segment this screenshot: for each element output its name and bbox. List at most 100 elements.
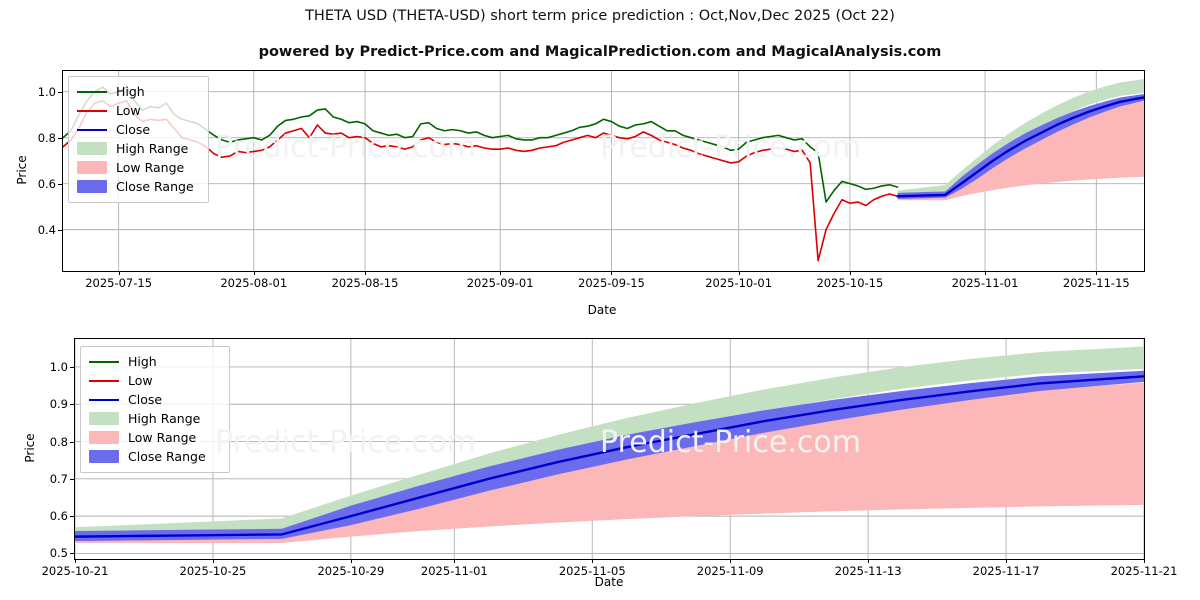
legend-label: Low (128, 373, 153, 388)
legend-swatch-low-range-icon (77, 161, 107, 174)
x-tick-mark (454, 559, 456, 563)
y-tick-mark (70, 516, 74, 518)
x-tick-mark (75, 559, 76, 563)
legend-swatch-low-icon (77, 104, 107, 117)
y-tick-mark (58, 91, 62, 93)
legend-label: High Range (128, 411, 201, 426)
x-tick-mark (985, 271, 987, 275)
overview-legend-item: Low (77, 101, 200, 120)
x-tick-label: 2025-08-01 (220, 276, 288, 290)
x-tick-mark (849, 271, 851, 275)
forecast-plot-area (74, 338, 1145, 560)
x-tick-mark (730, 559, 732, 563)
x-tick-mark (253, 271, 255, 275)
legend-label: Low Range (128, 430, 197, 445)
legend-swatch-close-range-icon (89, 450, 119, 463)
page-title: THETA USD (THETA-USD) short term price p… (305, 8, 895, 24)
overview-x-axis-label: Date (587, 303, 617, 317)
overview-y-axis-label: Price (15, 155, 29, 185)
forecast-chart-panel: Price Date 0.5 0.6 0.7 0.8 0.9 1.0 2025-10-21… (0, 320, 1200, 600)
x-tick-mark (500, 271, 502, 275)
x-tick-mark (592, 559, 594, 563)
y-tick-label: 0.5 (49, 546, 68, 561)
y-tick-mark (58, 183, 62, 185)
overview-legend-item: High Range (77, 139, 200, 158)
legend-label: High (116, 84, 145, 99)
x-tick-label: 2025-09-15 (578, 276, 645, 290)
legend-label: Low (116, 103, 141, 118)
x-tick-label: 2025-10-01 (705, 276, 773, 290)
x-tick-label: 2025-08-15 (331, 276, 399, 290)
x-tick-label: 2025-11-15 (1062, 276, 1130, 290)
forecast-legend: High Low Close High Range Low Range Close Ran… (80, 346, 230, 473)
x-tick-label: 2025-09-01 (466, 276, 534, 290)
forecast-legend-item: High (89, 352, 221, 371)
legend-swatch-low-range-icon (89, 431, 119, 444)
y-tick-label: 1.0 (37, 84, 56, 99)
x-tick-label: 2025-11-01 (420, 564, 488, 578)
overview-plot-svg (63, 71, 1144, 271)
x-tick-mark (611, 271, 613, 275)
legend-swatch-close-icon (89, 393, 119, 406)
overview-legend-item: Close Range (77, 177, 200, 196)
y-tick-label: 0.8 (37, 130, 56, 145)
y-tick-mark (70, 478, 74, 480)
y-tick-label: 0.8 (49, 434, 68, 449)
x-tick-label: 2025-11-17 (972, 564, 1040, 578)
forecast-x-axis-label: Date (594, 575, 624, 589)
y-tick-label: 1.0 (49, 359, 68, 374)
x-tick-label: 2025-11-13 (834, 564, 902, 578)
legend-label: High (128, 354, 157, 369)
legend-label: Close Range (116, 179, 194, 194)
legend-label: Close Range (128, 449, 206, 464)
x-tick-mark (365, 271, 367, 275)
x-tick-mark (350, 559, 352, 563)
x-tick-label: 2025-10-21 (41, 564, 109, 578)
legend-label: High Range (116, 141, 189, 156)
overview-legend-item: High (77, 82, 200, 101)
legend-label: Low Range (116, 160, 185, 175)
legend-swatch-high-range-icon (77, 142, 107, 155)
x-tick-label: 2025-07-15 (85, 276, 153, 290)
legend-swatch-high-icon (89, 355, 119, 368)
legend-label: Close (116, 122, 151, 137)
x-tick-mark (1096, 271, 1098, 275)
y-tick-label: 0.9 (49, 397, 68, 412)
y-tick-mark (70, 441, 74, 443)
x-tick-label: 2025-10-29 (317, 564, 385, 578)
x-tick-mark (738, 271, 740, 275)
x-tick-label: 2025-11-21 (1110, 564, 1178, 578)
legend-swatch-low-icon (89, 374, 119, 387)
legend-label: Close (128, 392, 163, 407)
overview-chart-panel: Price Date 0.4 0.6 0.8 1.0 2025-07-15 2025-0… (15, 70, 1145, 317)
x-tick-label: 2025-11-01 (951, 276, 1019, 290)
y-tick-mark (70, 553, 74, 555)
forecast-legend-item: Low Range (89, 428, 221, 447)
y-tick-mark (70, 366, 74, 368)
x-tick-label: 2025-10-25 (179, 564, 247, 578)
x-tick-mark (118, 271, 120, 275)
legend-swatch-high-icon (77, 85, 107, 98)
overview-legend: High Low Close High Range Low Range Close Ran… (68, 76, 209, 203)
forecast-legend-item: Low (89, 371, 221, 390)
legend-swatch-close-icon (77, 123, 107, 136)
forecast-legend-item: Close (89, 390, 221, 409)
y-tick-mark (70, 404, 74, 406)
forecast-legend-item: High Range (89, 409, 221, 428)
overview-legend-item: Low Range (77, 158, 200, 177)
y-tick-label: 0.6 (37, 176, 56, 191)
forecast-plot-svg (75, 339, 1144, 559)
forecast-legend-item: Close Range (89, 447, 221, 466)
y-tick-label: 0.7 (49, 471, 68, 486)
x-tick-mark (868, 559, 870, 563)
y-tick-label: 0.6 (49, 509, 68, 524)
page-subtitle: powered by Predict-Price.com and Magical… (258, 44, 942, 60)
y-tick-mark (58, 137, 62, 139)
x-tick-mark (1006, 559, 1008, 563)
x-tick-mark (1144, 559, 1145, 563)
y-tick-mark (58, 229, 62, 231)
legend-swatch-high-range-icon (89, 412, 119, 425)
x-tick-label: 2025-11-09 (696, 564, 764, 578)
legend-swatch-close-range-icon (77, 180, 107, 193)
x-tick-label: 2025-11-05 (558, 564, 626, 578)
